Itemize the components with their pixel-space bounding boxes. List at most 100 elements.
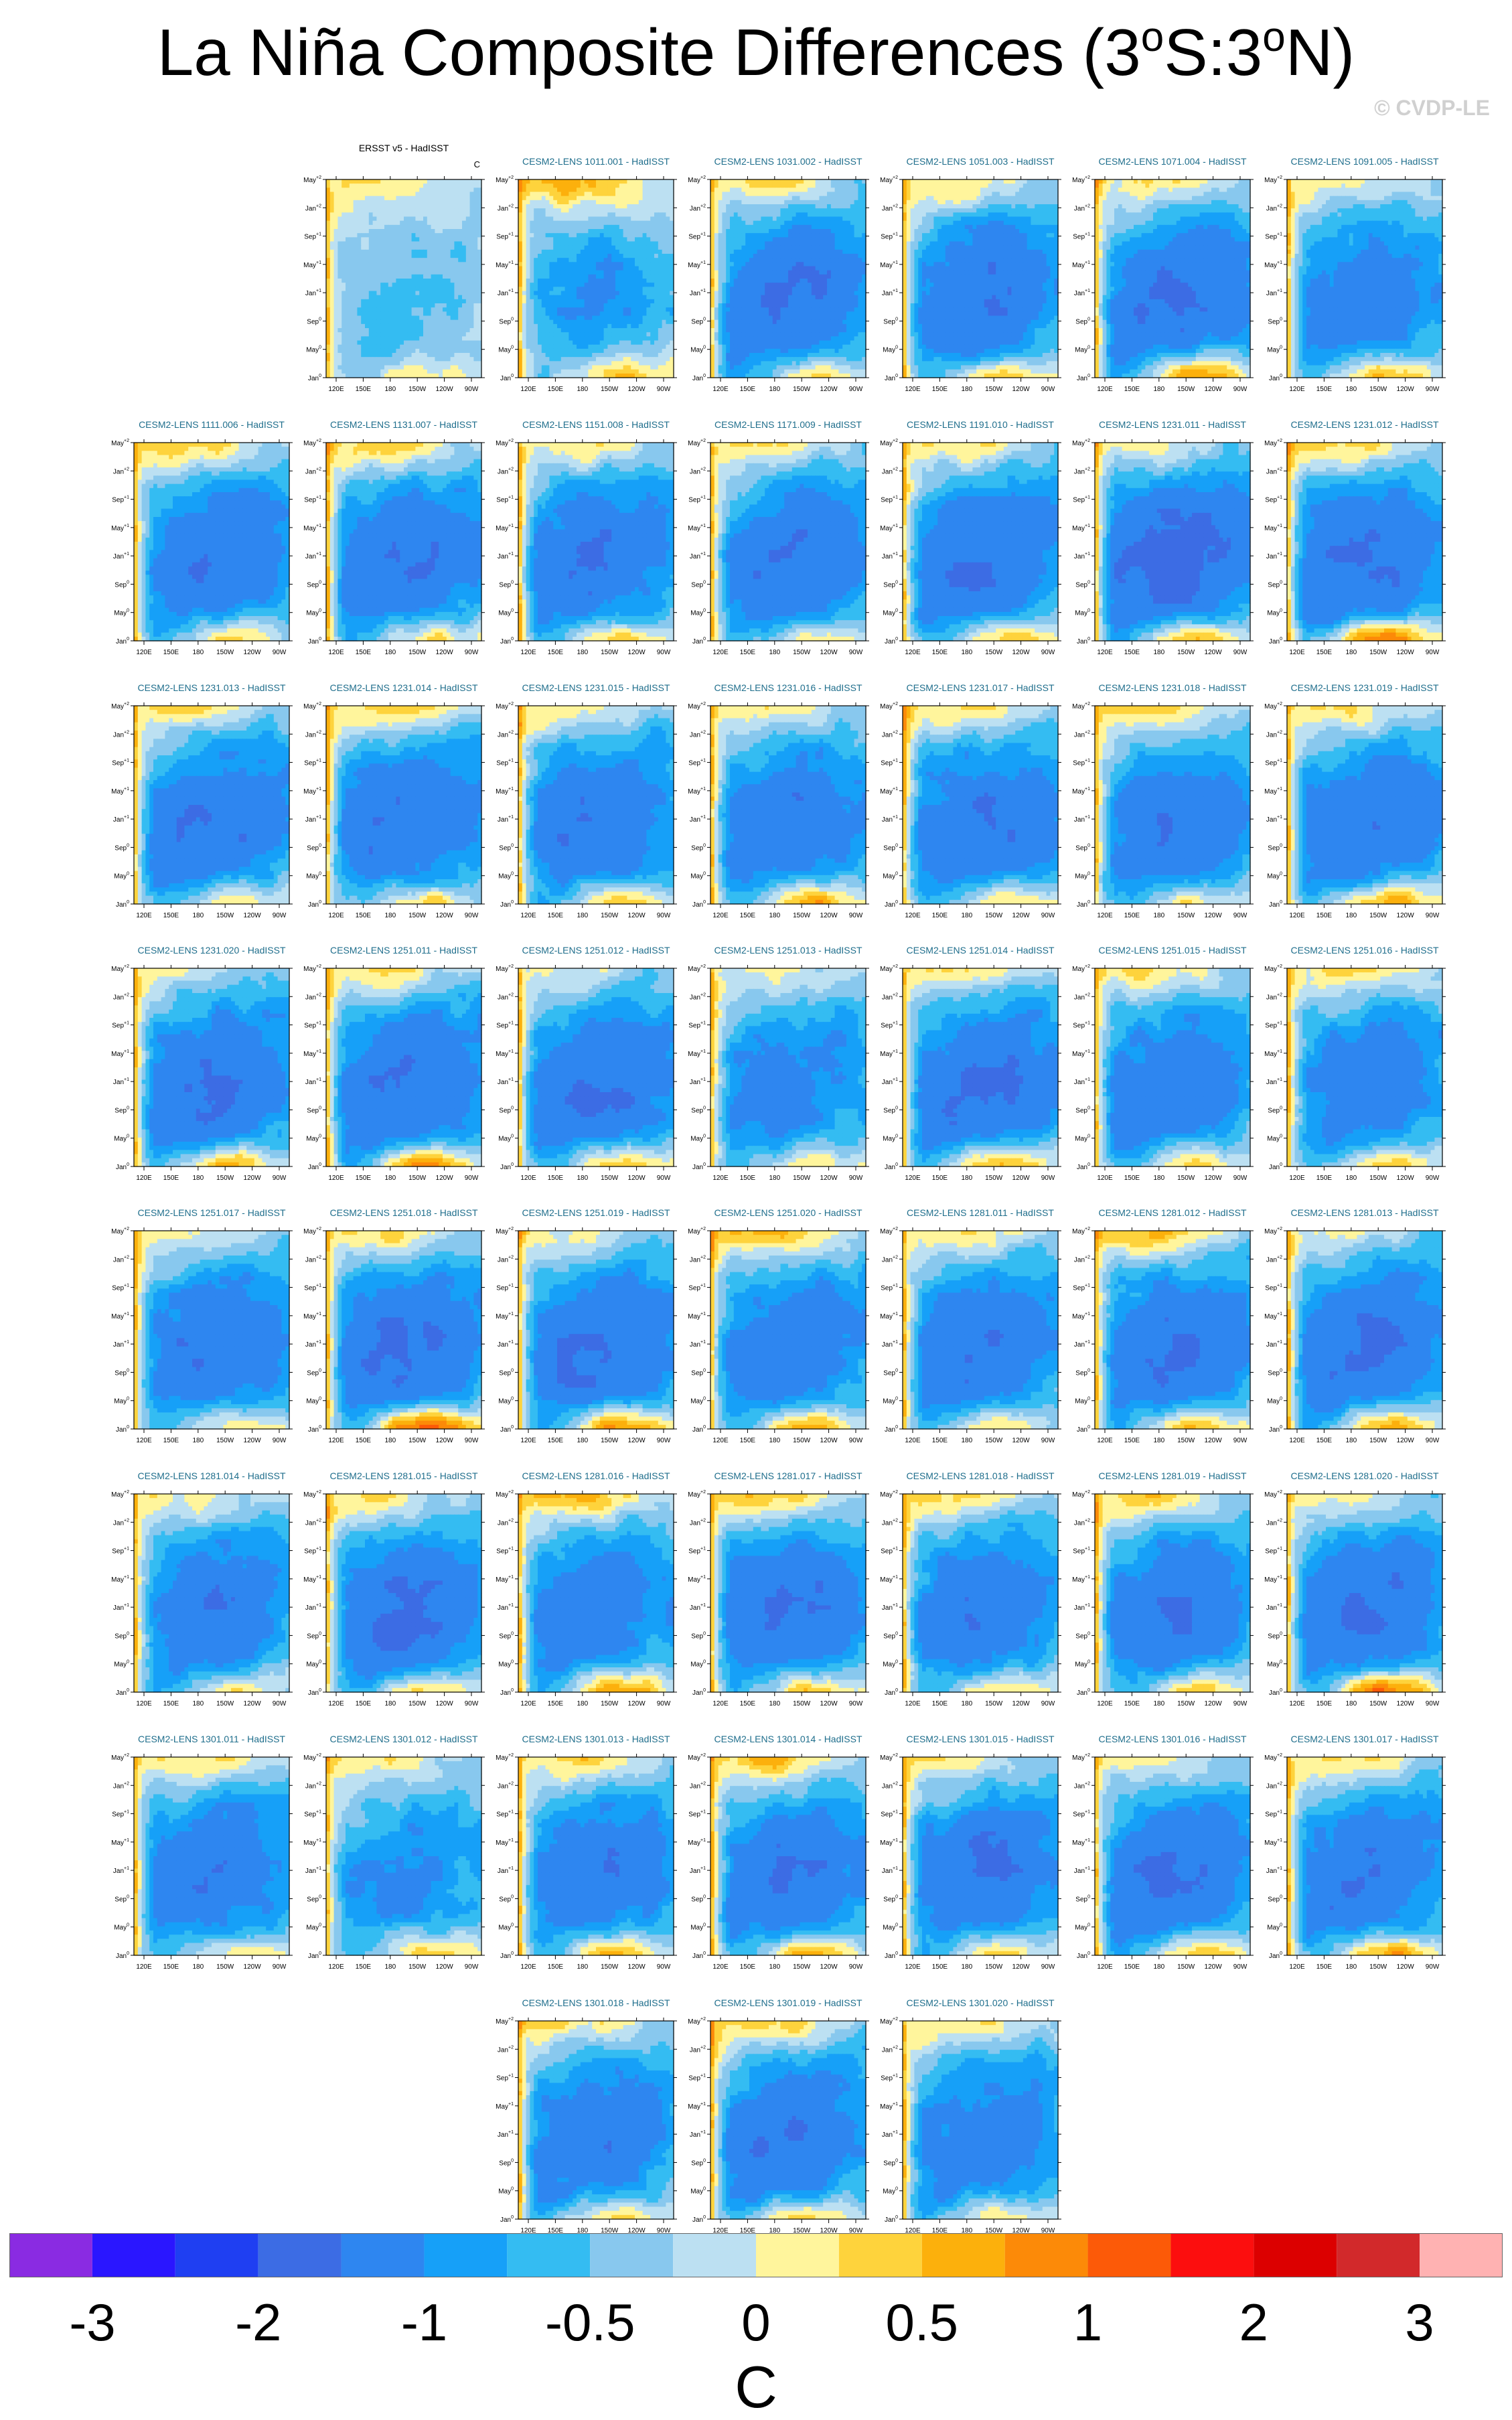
x-tick-label: 120W <box>244 1175 262 1182</box>
panel: CESM2-LENS 1091.005 - HadISSTJan0May0Sep… <box>1260 134 1452 397</box>
y-tick-label: May+1 <box>496 787 514 796</box>
panel-title: CESM2-LENS 1171.009 - HadISST <box>714 419 862 430</box>
y-tick-label: Jan+2 <box>1266 467 1282 475</box>
y-tick-label: Jan+2 <box>690 1255 706 1264</box>
panel: CESM2-LENS 1281.011 - HadISSTJan0May0Sep… <box>876 1185 1068 1448</box>
x-tick-label: 90W <box>273 1437 287 1444</box>
panel-title: CESM2-LENS 1301.013 - HadISST <box>522 1734 670 1744</box>
y-tick-label: May+1 <box>303 1049 321 1058</box>
x-tick-label: 180 <box>384 1437 396 1444</box>
y-tick-label: Sep+1 <box>881 1284 898 1292</box>
y-tick-label: May0 <box>498 872 514 881</box>
x-tick-label: 150W <box>1177 1437 1195 1444</box>
y-tick-label: Jan+2 <box>882 1255 898 1264</box>
x-tick-label: 90W <box>273 1175 287 1182</box>
panel: CESM2-LENS 1231.019 - HadISSTJan0May0Sep… <box>1260 660 1452 923</box>
panel-title: CESM2-LENS 1301.011 - HadISST <box>138 1734 285 1744</box>
panel-title: CESM2-LENS 1231.012 - HadISST <box>1291 419 1439 430</box>
y-tick-label: May0 <box>690 1397 706 1406</box>
y-tick-label: Jan+1 <box>113 552 129 560</box>
panel-heatmap <box>326 1494 482 1693</box>
y-tick-label: Sep+1 <box>1073 1021 1090 1030</box>
x-tick-label: 90W <box>657 649 671 656</box>
y-tick-label: Jan+1 <box>498 815 514 824</box>
panel-heatmap <box>1095 179 1251 378</box>
y-tick-label: May0 <box>1075 346 1090 354</box>
y-tick-label: May+1 <box>688 1312 706 1320</box>
panel-title: ERSST v5 - HadISST <box>359 143 449 153</box>
y-tick-label: Sep+1 <box>496 759 514 767</box>
y-tick-label: Jan+2 <box>305 204 321 212</box>
y-tick-label: May0 <box>1267 1923 1282 1932</box>
x-tick-label: 120W <box>820 912 838 919</box>
y-tick-label: May+2 <box>496 964 514 973</box>
x-tick-label: 150E <box>356 1437 372 1444</box>
y-tick-label: Sep+1 <box>881 759 898 767</box>
panel: CESM2-LENS 1231.018 - HadISSTJan0May0Sep… <box>1068 660 1260 923</box>
panel: CESM2-LENS 1251.018 - HadISSTJan0May0Sep… <box>299 1185 492 1448</box>
x-tick-label: 120E <box>520 1175 536 1182</box>
x-tick-label: 180 <box>384 386 396 393</box>
y-tick-label: Sep+1 <box>688 496 706 504</box>
x-tick-label: 120E <box>905 912 921 919</box>
panel-heatmap <box>134 1757 290 1956</box>
y-tick-label: Jan+2 <box>882 467 898 475</box>
panel-title: CESM2-LENS 1281.018 - HadISST <box>907 1470 1055 1481</box>
y-tick-label: May0 <box>690 609 706 617</box>
panel-title: CESM2-LENS 1281.019 - HadISST <box>1099 1470 1247 1481</box>
y-tick-label: May+1 <box>111 1312 129 1320</box>
x-tick-label: 90W <box>1041 386 1055 393</box>
x-tick-label: 150E <box>1316 1700 1333 1708</box>
y-tick-label: Sep+1 <box>1265 232 1282 241</box>
panel-heatmap <box>710 1231 866 1430</box>
panel-title: CESM2-LENS 1281.013 - HadISST <box>1291 1207 1439 1218</box>
x-tick-label: 120W <box>820 1963 838 1971</box>
x-tick-label: 150W <box>1369 1437 1387 1444</box>
x-tick-label: 150W <box>216 1437 234 1444</box>
y-tick-label: May0 <box>883 609 898 617</box>
y-tick-label: Jan+2 <box>498 730 514 739</box>
y-tick-label: Jan+2 <box>113 467 129 475</box>
y-tick-label: Sep0 <box>1075 1368 1090 1377</box>
x-tick-label: 120E <box>1097 386 1113 393</box>
y-tick-label: Sep+1 <box>1073 1284 1090 1292</box>
y-tick-label: Jan0 <box>885 374 898 382</box>
y-tick-label: May+1 <box>1072 1838 1090 1847</box>
x-tick-label: 90W <box>465 1700 479 1708</box>
y-tick-label: May+1 <box>880 787 898 796</box>
x-tick-label: 150W <box>601 912 619 919</box>
panel-title: CESM2-LENS 1281.012 - HadISST <box>1099 1207 1247 1218</box>
x-tick-label: 90W <box>849 1963 863 1971</box>
x-tick-label: 180 <box>1345 1175 1357 1182</box>
y-tick-label: Jan+1 <box>690 2130 706 2139</box>
x-tick-label: 120E <box>905 1700 921 1708</box>
y-tick-label: Sep+1 <box>496 496 514 504</box>
y-tick-label: Jan+2 <box>305 1518 321 1527</box>
x-tick-label: 90W <box>1233 912 1248 919</box>
y-tick-label: May0 <box>1267 1660 1282 1669</box>
y-tick-label: Jan+2 <box>882 730 898 739</box>
x-tick-label: 90W <box>849 649 863 656</box>
x-tick-label: 120E <box>905 1437 921 1444</box>
x-tick-label: 90W <box>849 912 863 919</box>
x-tick-label: 120E <box>1289 1963 1305 1971</box>
y-tick-label: May0 <box>114 1134 129 1143</box>
y-tick-label: May+1 <box>496 1838 514 1847</box>
y-tick-label: Jan+1 <box>1074 1866 1090 1875</box>
x-tick-label: 150W <box>1177 912 1195 919</box>
x-tick-label: 180 <box>769 1700 780 1708</box>
y-tick-label: May0 <box>306 1923 321 1932</box>
y-tick-label: Jan+1 <box>305 1866 321 1875</box>
y-tick-label: Jan0 <box>1269 1162 1282 1171</box>
x-tick-label: 180 <box>577 1700 588 1708</box>
y-tick-label: May+2 <box>880 175 898 184</box>
x-tick-label: 120E <box>328 1700 344 1708</box>
x-tick-label: 150E <box>163 649 179 656</box>
x-tick-label: 120E <box>1289 386 1305 393</box>
panel-heatmap <box>710 1494 866 1693</box>
y-tick-label: May0 <box>690 872 706 881</box>
x-tick-label: 120W <box>436 649 454 656</box>
panel: CESM2-LENS 1231.016 - HadISSTJan0May0Sep… <box>684 660 876 923</box>
x-tick-label: 180 <box>1345 912 1357 919</box>
panel-title: CESM2-LENS 1281.011 - HadISST <box>907 1207 1054 1218</box>
